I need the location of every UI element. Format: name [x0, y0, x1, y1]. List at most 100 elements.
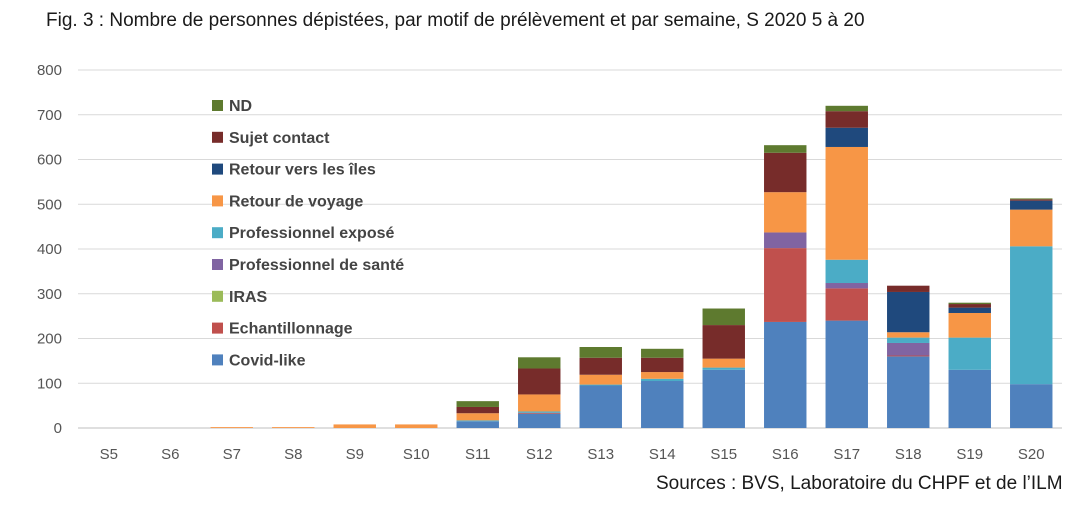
x-tick-label: S13	[587, 446, 614, 463]
bar-segment	[825, 283, 868, 289]
bar-segment	[825, 259, 868, 284]
bar-segment	[764, 321, 807, 428]
x-tick-label: S8	[284, 446, 302, 463]
x-tick-label: S7	[223, 446, 241, 463]
bar-segment	[764, 248, 807, 322]
bar-segment	[948, 312, 991, 338]
bar-segment	[641, 378, 684, 382]
bar-segment	[948, 302, 991, 305]
bar-segment	[702, 308, 745, 326]
bar-segment	[825, 320, 868, 428]
bar-segment	[825, 111, 868, 128]
bar-segment	[702, 369, 745, 428]
bar-segment	[518, 411, 561, 413]
bar-segment	[887, 355, 930, 357]
bar-segment	[641, 381, 684, 428]
bar-segment	[272, 427, 315, 428]
bar-segment	[825, 127, 868, 147]
bar-segment	[518, 412, 561, 414]
x-tick-label: S11	[465, 446, 491, 463]
legend-label: Retour vers les îles	[229, 162, 376, 179]
x-tick-label: S16	[772, 446, 799, 463]
bar-segment	[579, 357, 622, 375]
legend-swatch	[212, 322, 223, 334]
legend-swatch	[212, 259, 223, 270]
bar-segment	[518, 368, 561, 395]
bar-segment	[518, 413, 561, 428]
y-tick-label: 100	[37, 375, 62, 392]
bar-segment	[333, 424, 376, 428]
bar-segment	[825, 288, 868, 321]
bar-segment	[456, 406, 499, 414]
y-tick-label: 600	[37, 152, 62, 169]
bar-segment	[887, 337, 930, 343]
y-tick-label: 200	[37, 331, 62, 348]
y-tick-label: 800	[37, 62, 62, 79]
bar-segment	[1010, 246, 1053, 385]
bar-segment	[1010, 198, 1053, 200]
bar-segment	[579, 385, 622, 428]
bar-segment	[579, 384, 622, 386]
x-tick-label: S6	[161, 446, 179, 463]
bar-segment	[1010, 384, 1053, 428]
y-tick-label: 0	[54, 420, 62, 437]
y-axis: 0 100 200 300 400 500 600 700 800	[37, 62, 62, 437]
legend-label: Retour de voyage	[229, 193, 363, 210]
bar-segment	[641, 372, 684, 379]
legend-swatch	[212, 100, 223, 111]
bar-segment	[456, 420, 499, 422]
bar-segment	[210, 427, 253, 428]
chart-title: Fig. 3 : Nombre de personnes dépistées, …	[46, 10, 865, 31]
bar-segment	[702, 367, 745, 370]
chart-source: Sources : BVS, Laboratoire du CHPF et de…	[656, 473, 1063, 494]
x-tick-label: S5	[100, 446, 118, 463]
bar-segment	[948, 369, 991, 428]
bar-segment	[518, 357, 561, 369]
legend-swatch	[212, 227, 223, 239]
bar-segment	[887, 285, 930, 292]
bar-segment	[764, 152, 807, 193]
bar-segment	[1010, 209, 1053, 247]
x-axis: S5 S6 S7 S8 S9 S10 S11 S12 S13 S14 S15 S16 S17 S18 S19…	[100, 446, 1045, 463]
x-tick-label: S10	[403, 446, 430, 463]
x-tick-label: S19	[956, 446, 983, 463]
y-tick-label: 500	[37, 196, 62, 213]
bar-segment	[1010, 200, 1053, 210]
legend-label: Covid-like	[229, 352, 306, 369]
legend-swatch	[212, 131, 223, 143]
legend-swatch	[212, 290, 223, 302]
bar-segment	[948, 337, 991, 370]
x-tick-label: S17	[833, 446, 860, 463]
bar-segment	[456, 413, 499, 421]
bar-segment	[456, 421, 499, 428]
bar-segment	[764, 145, 807, 153]
legend-label: Professionnel de santé	[229, 257, 404, 274]
x-tick-label: S20	[1018, 446, 1045, 463]
bar-segment	[887, 342, 930, 356]
bar-segment	[702, 358, 745, 368]
bar-segment	[579, 374, 622, 385]
bar-segment	[887, 356, 930, 428]
y-tick-label: 400	[37, 241, 62, 258]
x-tick-label: S15	[710, 446, 737, 463]
y-tick-label: 300	[37, 286, 62, 303]
legend-swatch	[212, 354, 223, 366]
x-tick-label: S9	[346, 446, 364, 463]
bar-segment	[518, 394, 561, 412]
bar-segment	[395, 424, 438, 428]
bar-segment	[641, 348, 684, 358]
legend-label: ND	[229, 98, 252, 115]
bar-segment	[948, 304, 991, 308]
bar-segment	[764, 192, 807, 233]
bar-segment	[825, 146, 868, 260]
y-tick-label: 700	[37, 107, 62, 124]
legend-swatch	[212, 163, 223, 175]
bar-segment	[456, 401, 499, 407]
legend-label: Echantillonnage	[229, 321, 353, 338]
bar-segment	[887, 332, 930, 338]
bar-segment	[764, 232, 807, 249]
bar-segment	[641, 357, 684, 373]
x-tick-label: S14	[649, 446, 676, 463]
bar-segment	[948, 307, 991, 313]
